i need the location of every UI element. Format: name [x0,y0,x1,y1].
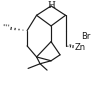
Text: '': '' [69,43,73,51]
Text: Br: Br [81,32,90,41]
Text: Zn: Zn [75,43,86,52]
Text: '''': '''' [2,23,10,32]
Text: H: H [47,1,55,10]
